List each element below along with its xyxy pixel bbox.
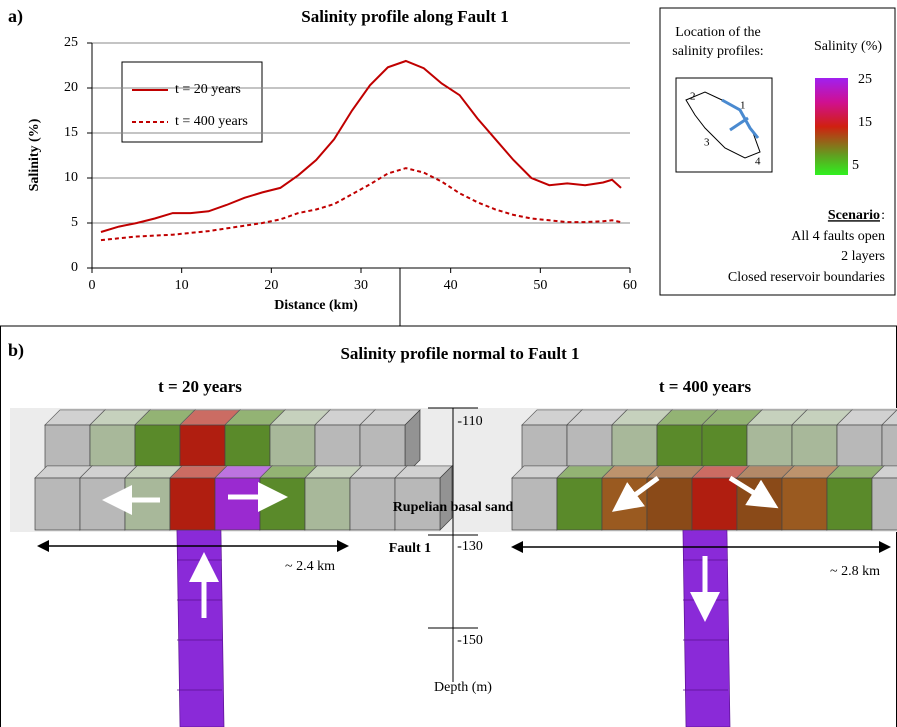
- panel-label: b): [8, 340, 24, 361]
- cube-front: [260, 478, 305, 530]
- panel-a: a) Salinity profile along Fault 1 Distan…: [8, 6, 637, 313]
- scenario-colon: :: [881, 208, 885, 223]
- colorbar-title: Salinity (%): [814, 39, 882, 54]
- panel-b: b) Salinity profile normal to Fault 1 t …: [1, 326, 897, 727]
- depth-label: -130: [457, 539, 483, 554]
- width-label: ~ 2.4 km: [285, 559, 335, 574]
- x-tick-label: 0: [89, 278, 96, 293]
- scenario-line: All 4 faults open: [791, 229, 885, 244]
- map-label: 4: [755, 156, 761, 168]
- time-title: t = 400 years: [659, 377, 752, 396]
- info-text: Location of the: [675, 25, 761, 40]
- cube-front: [35, 478, 80, 530]
- series-line: [101, 168, 621, 240]
- info-text: salinity profiles:: [672, 44, 763, 59]
- cube-front: [692, 478, 737, 530]
- cube-front: [80, 478, 125, 530]
- scenario-line: Closed reservoir boundaries: [728, 270, 885, 285]
- x-tick-label: 20: [264, 278, 278, 293]
- scenario-line: 2 layers: [841, 249, 885, 264]
- fault-label: Fault 1: [389, 541, 431, 556]
- chart-title: Salinity profile along Fault 1: [301, 7, 509, 26]
- width-label: ~ 2.8 km: [830, 564, 880, 579]
- y-tick-label: 25: [64, 35, 78, 50]
- x-tick-label: 40: [444, 278, 458, 293]
- cube-front: [125, 478, 170, 530]
- x-tick-label: 30: [354, 278, 368, 293]
- cube-front: [350, 478, 395, 530]
- x-tick-label: 10: [175, 278, 189, 293]
- y-tick-label: 20: [64, 80, 78, 95]
- x-tick-label: 60: [623, 278, 637, 293]
- y-axis-label: Salinity (%): [27, 118, 42, 191]
- cube-front: [170, 478, 215, 530]
- cube-front: [827, 478, 872, 530]
- panel-title: Salinity profile normal to Fault 1: [340, 344, 579, 363]
- colorbar-label: 5: [852, 158, 859, 173]
- y-tick-label: 15: [64, 125, 78, 140]
- info-box: Location of the salinity profiles: 1 2 3…: [660, 8, 895, 295]
- cube-front: [782, 478, 827, 530]
- cube-front: [647, 478, 692, 530]
- map-label: 1: [740, 100, 746, 112]
- depth-title: Depth (m): [434, 680, 492, 695]
- figure: a) Salinity profile along Fault 1 Distan…: [0, 0, 897, 727]
- legend-label: t = 20 years: [175, 82, 241, 97]
- cube-front: [872, 478, 897, 530]
- time-title: t = 20 years: [158, 377, 242, 396]
- legend-box: [122, 62, 262, 142]
- colorbar-label: 25: [858, 72, 872, 87]
- scenario-title: Scenario: [828, 208, 880, 223]
- y-tick-label: 5: [71, 215, 78, 230]
- colorbar: [815, 78, 848, 175]
- x-axis-label: Distance (km): [274, 298, 358, 313]
- y-tick-label: 10: [64, 170, 78, 185]
- x-tick-label: 50: [533, 278, 547, 293]
- depth-label: -150: [457, 633, 483, 648]
- cube-front: [512, 478, 557, 530]
- map-label: 3: [704, 137, 710, 149]
- depth-label: -110: [457, 414, 482, 429]
- cube-front: [215, 478, 260, 530]
- layer-label: Rupelian basal sand: [393, 500, 514, 515]
- panel-label: a): [8, 6, 23, 27]
- legend-label: t = 400 years: [175, 114, 248, 129]
- cube-front: [305, 478, 350, 530]
- map-label: 2: [690, 91, 696, 103]
- y-tick-label: 0: [71, 260, 78, 275]
- cube-front: [557, 478, 602, 530]
- colorbar-label: 15: [858, 115, 872, 130]
